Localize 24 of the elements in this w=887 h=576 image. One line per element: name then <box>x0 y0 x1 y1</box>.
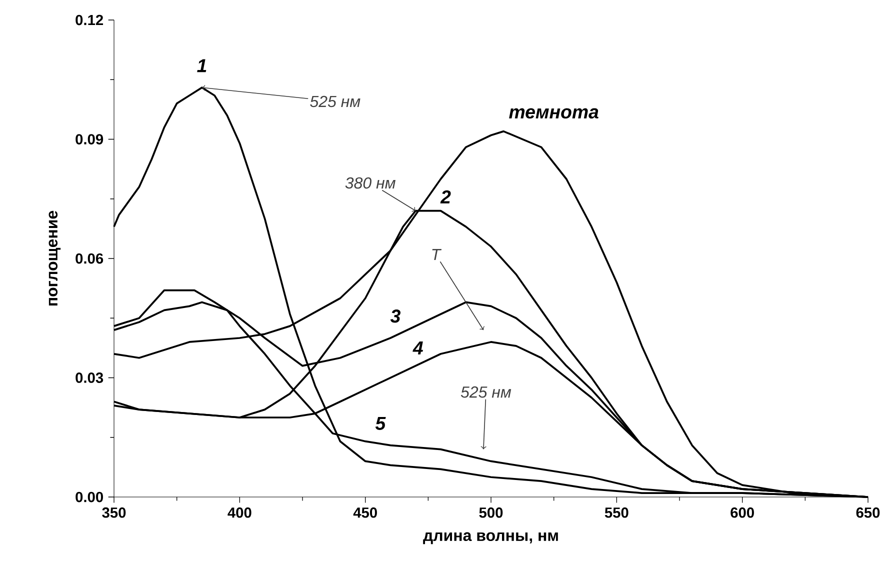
annotation: T <box>432 249 442 260</box>
annotation: 525 нм <box>460 386 512 398</box>
series-label: 3 <box>390 310 400 323</box>
y-tick-label: 0.09 <box>76 134 104 144</box>
y-tick-label: 0.12 <box>76 14 104 26</box>
annotation: 525 нм <box>310 96 360 108</box>
series-label: 4 <box>412 342 423 354</box>
legend-label: 2 <box>440 190 451 204</box>
x-tick-label: 350 <box>102 507 126 518</box>
x-tick-label: 450 <box>353 507 377 518</box>
x-tick-label: 600 <box>730 507 754 518</box>
annotation: 380 нм <box>345 177 396 189</box>
x-axis-title: длина волны, нм <box>423 532 558 544</box>
x-tick-label: 650 <box>856 507 880 518</box>
y-tick-label: 0.06 <box>76 253 104 264</box>
y-tick-label: 0.03 <box>76 372 104 383</box>
y-tick-label: 0.00 <box>76 492 103 502</box>
x-tick-label: 550 <box>604 507 628 518</box>
x-tick-label: 400 <box>228 507 252 518</box>
x-tick-label: 500 <box>479 507 503 518</box>
y-axis-title: поглощение <box>48 210 61 306</box>
series-label: темнота <box>509 108 598 119</box>
series-label: 5 <box>375 416 386 430</box>
series-label: 1 <box>197 59 206 72</box>
